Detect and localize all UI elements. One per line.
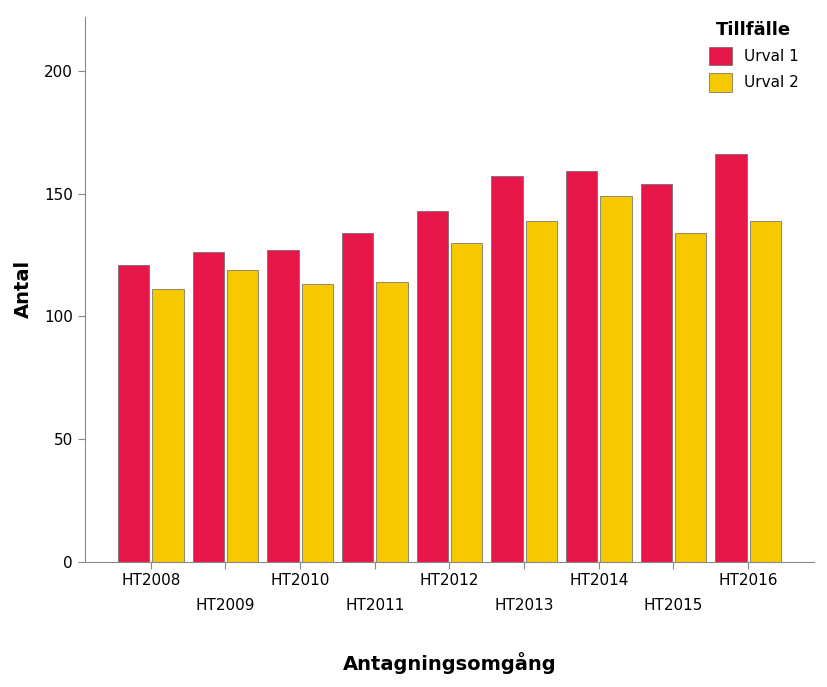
Bar: [267, 250, 299, 562]
Bar: [193, 252, 223, 562]
Bar: [152, 289, 184, 562]
Bar: [748, 221, 780, 562]
Bar: [451, 243, 481, 562]
Bar: [375, 282, 407, 562]
X-axis label: Antagningsomgång: Antagningsomgång: [342, 652, 556, 674]
Bar: [674, 233, 705, 562]
Bar: [715, 155, 746, 562]
Bar: [301, 284, 332, 562]
Bar: [490, 177, 522, 562]
Bar: [227, 269, 258, 562]
Legend: Urval 1, Urval 2: Urval 1, Urval 2: [700, 14, 805, 100]
Bar: [117, 264, 149, 562]
Bar: [600, 196, 631, 562]
Bar: [416, 211, 447, 562]
Y-axis label: Antal: Antal: [14, 260, 33, 318]
Bar: [640, 183, 672, 562]
Bar: [565, 172, 596, 562]
Bar: [525, 221, 557, 562]
Bar: [342, 233, 373, 562]
